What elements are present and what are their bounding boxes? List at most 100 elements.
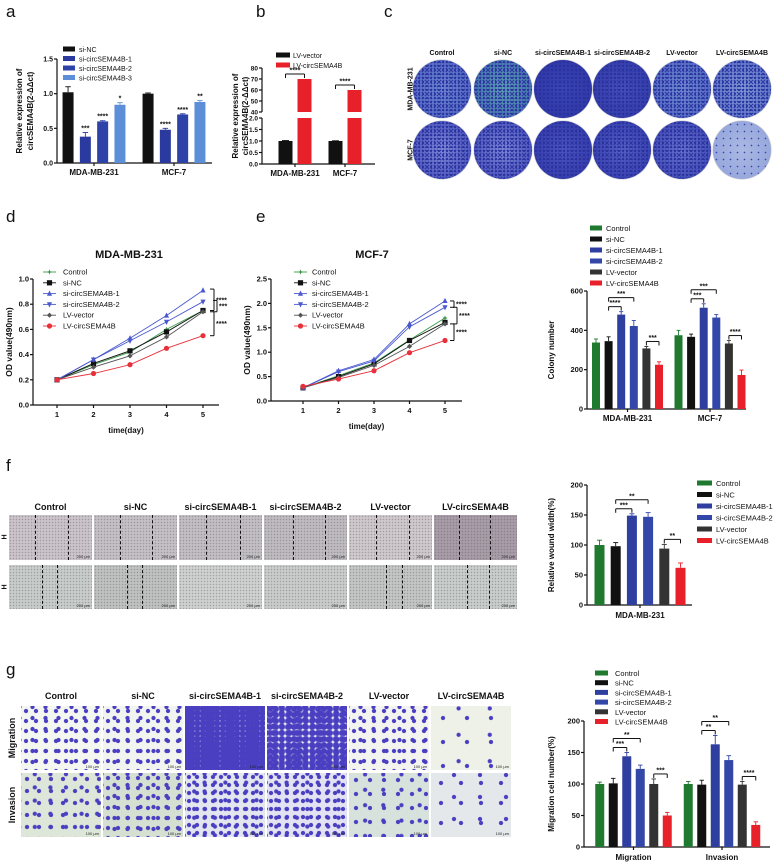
wound-edge-dashed-line [488,565,490,609]
legend-swatch [590,280,602,286]
y-tick-label: 0.0 [19,401,29,410]
wound-edge-dashed-line [402,565,404,609]
scale-bar-label: 100 μm [331,831,345,836]
wound-edge-dashed-line [67,515,69,560]
scale-bar-label: 200 μm [501,603,515,608]
legend-label: Control [606,224,631,233]
colony-dish-image [713,60,771,118]
marker-square [90,360,97,367]
wound-edge-dashed-line [127,565,129,609]
category-label: MCF-7 [162,168,187,177]
significance-stars: * [119,96,122,103]
legend-swatch [63,46,75,52]
legend-label: si-circSEMA4B-1 [716,502,773,511]
marker-diamond [297,312,304,318]
bar-chart-g: 0 50 100 150 200 Migration Invasion Controlsi-N… [547,669,770,862]
scale-bar-label: 200 μm [416,554,430,559]
legend-label: si-NC [312,278,331,287]
marker-triangle-down [442,305,448,311]
legend-swatch [595,699,608,705]
bar [142,93,154,163]
legend-label: si-circSEMA4B-1 [79,57,132,64]
x-tick-label: 2 [91,410,95,419]
transwell-image: 100 μm [349,773,429,837]
marker-diamond [46,312,53,318]
legend-label: si-NC [606,235,625,244]
bar [751,824,761,847]
legend-label: si-circSEMA4B-2 [63,300,120,309]
colony-dish-image [713,121,771,179]
bar [697,784,707,847]
y-tick-label: 1.0 [257,348,267,357]
colony-column-label: si-circSEMA4B-2 [593,50,651,57]
transwell-image: 100 μm [185,706,265,770]
wound-edge-dashed-line [325,515,327,560]
marker-circle [371,368,377,374]
significance-stars: **** [456,330,467,337]
marker-diamond [442,321,448,327]
marker-square [46,280,53,286]
legend-label: si-circSEMA4B-1 [312,289,369,298]
bar [610,546,621,605]
scale-bar-label: 100 μm [413,764,427,769]
transwell-column-label: LV-circSEMA4B [437,691,505,701]
colony-dish-image [413,121,471,179]
x-tick-label: 3 [372,406,376,415]
legend-label: si-NC [716,491,735,500]
legend-swatch [590,269,602,275]
colony-column-label: LV-vector [666,50,698,57]
bar [712,317,721,409]
legend-label: LV-vector [606,268,638,277]
bar [662,815,672,847]
x-tick-label: 1 [55,410,59,419]
marker-triangle-up [297,290,304,296]
scale-bar-label: 200 μm [416,603,430,608]
scale-bar-label: 200 μm [246,603,260,608]
y-tick-label: 60 [251,88,259,95]
legend-swatch [590,247,602,253]
legend-label: si-circSEMA4B-2 [615,698,672,707]
y-tick-label: 0.8 [19,300,29,309]
bar [687,336,696,409]
marker-star [46,269,53,275]
panel-letter-c: c [384,2,393,21]
bar [617,314,626,409]
y-tick-label: 0.0 [43,161,53,168]
bar [114,104,126,163]
y-tick-label: 50 [575,571,583,580]
transwell-image: 100 μm [267,773,347,837]
wound-image: 200 μm [9,515,92,560]
scale-bar-label: 100 μm [85,764,99,769]
colony-dish-image [593,121,651,179]
legend-label: si-NC [79,47,97,54]
marker-star [297,269,304,275]
marker-circle [406,350,413,356]
y-tick-label: 2.5 [257,275,267,284]
marker-triangle-up [163,312,170,318]
legend-label: LV-circSEMA4B [716,537,769,546]
bar [626,515,637,605]
significance-stars: ** [197,94,203,101]
legend-label: LV-circSEMA4B [615,718,668,727]
y-tick-label: 0.0 [257,397,267,406]
significance-stars: **** [609,300,620,307]
significance-stars: *** [616,741,624,748]
x-tick-label: 4 [164,410,169,419]
scale-bar-label: 200 μm [76,554,90,559]
y-axis-label: Migration cell number(%) [547,736,556,832]
y-tick-label: 0.5 [43,126,53,133]
wound-image: 200 μm [349,515,432,560]
legend-swatch [590,225,602,231]
bar [79,136,91,163]
wound-image: 200 μm [94,565,177,609]
bar [675,567,686,605]
marker-triangle-down [406,324,413,330]
bar [699,307,708,409]
colony-dish-image [653,121,711,179]
category-label: Invasion [706,853,739,862]
marker-square [406,337,413,344]
bar-chart-f: 0 50 100 150 200 MDA-MB-231 Control si-NC si-cir… [547,479,773,620]
marker-circle [335,376,342,382]
legend-label: Control [312,268,337,277]
y-tick-label: 0.5 [249,150,258,157]
